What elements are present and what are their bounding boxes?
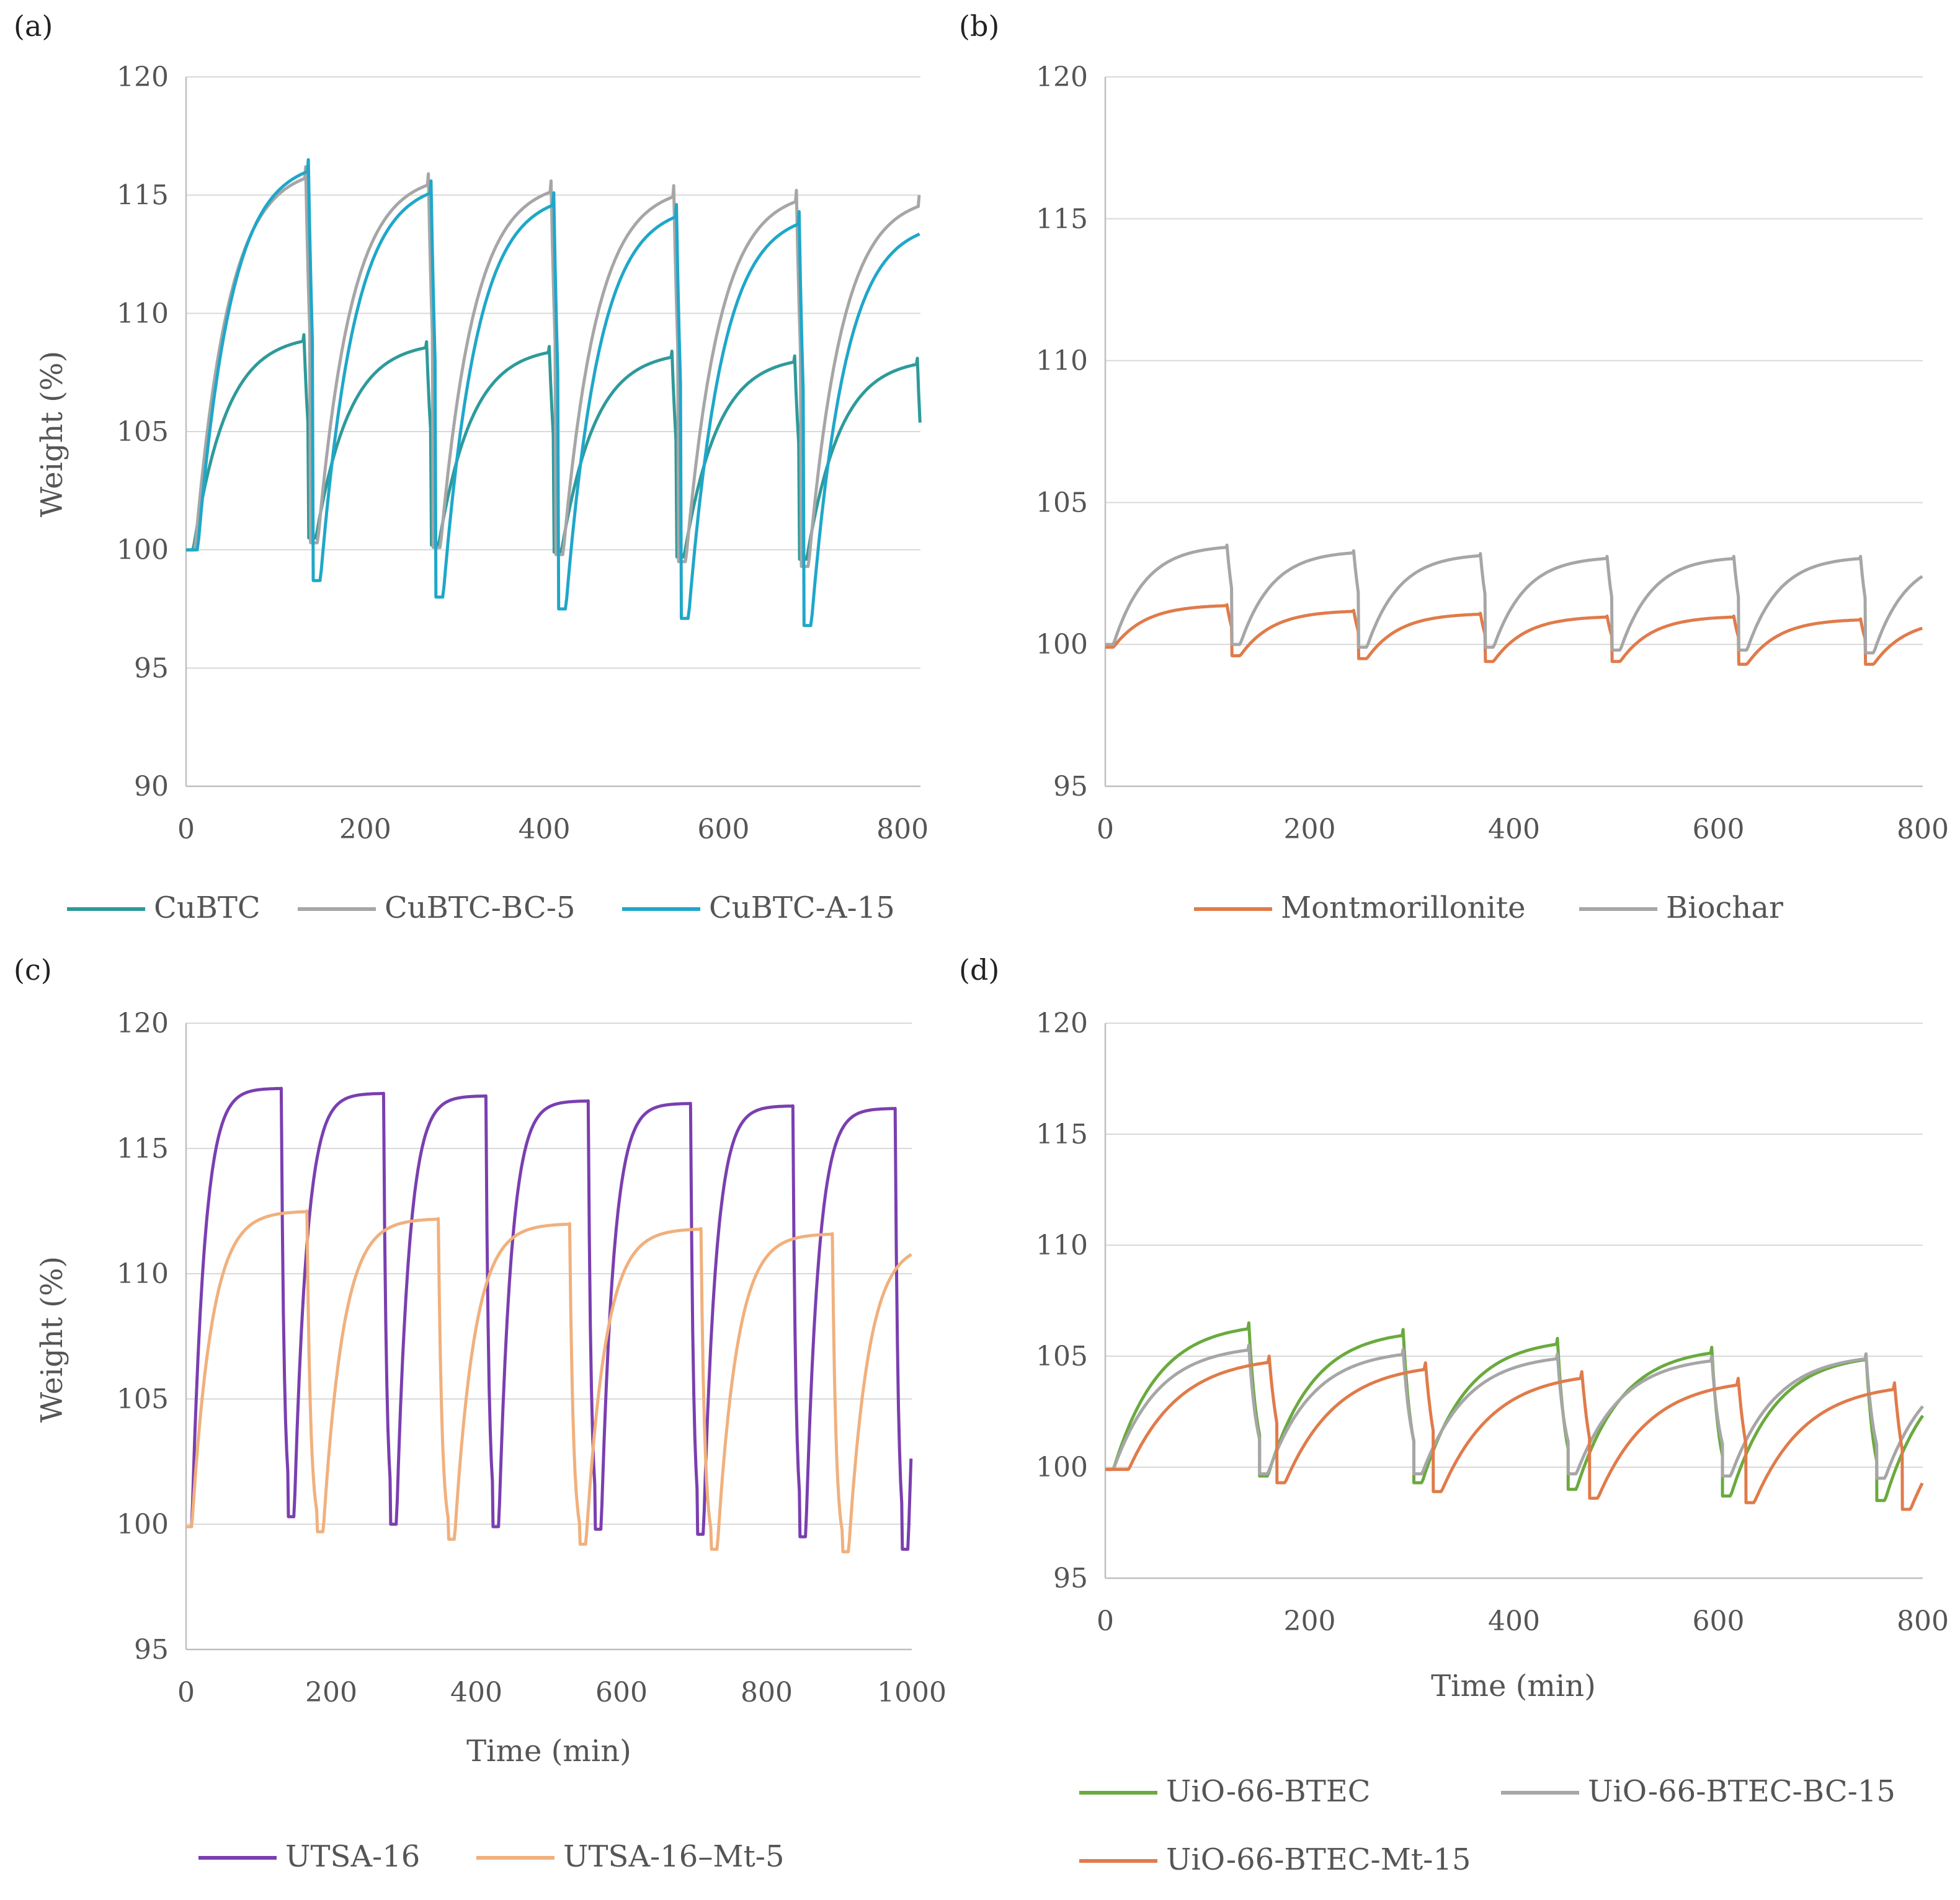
y-tick-label: 110 <box>1036 345 1088 377</box>
legend-label: Biochar <box>1666 890 1783 925</box>
y-tick-label: 105 <box>117 1383 169 1415</box>
y-tick-label: 95 <box>1053 1563 1088 1594</box>
x-tick-label: 0 <box>1097 814 1114 845</box>
y-tick-label: 115 <box>1036 203 1088 235</box>
series-line-montmorillonite <box>1105 603 1923 666</box>
legend-item: UTSA-16 <box>198 1839 420 1874</box>
series-line-uio-66-btec-mt-15 <box>1105 1354 1924 1511</box>
series-line-uio-66-btec-bc-15 <box>1105 1343 1924 1480</box>
x-tick-label: 0 <box>177 1677 195 1708</box>
legend-label: UTSA-16 <box>285 1839 420 1874</box>
y-tick-label: 110 <box>117 1258 169 1290</box>
y-tick-label: 115 <box>117 180 169 211</box>
legend-label: CuBTC-BC-5 <box>385 890 576 925</box>
x-tick-label: 0 <box>177 814 195 845</box>
x-axis-title: Time (min) <box>1431 1669 1596 1703</box>
y-tick-label: 120 <box>117 61 169 93</box>
x-tick-label: 1000 <box>877 1677 947 1708</box>
panel-label: (b) <box>959 9 999 43</box>
x-tick-label: 800 <box>1897 814 1949 845</box>
series-line-uio-66-btec <box>1105 1321 1925 1503</box>
y-tick-label: 120 <box>117 1008 169 1039</box>
legend-item: CuBTC-A-15 <box>622 890 895 925</box>
x-tick-label: 600 <box>697 814 749 845</box>
x-axis-title: Time (min) <box>466 1734 631 1769</box>
panel-label: (d) <box>959 953 999 987</box>
y-tick-label: 100 <box>117 535 169 566</box>
y-tick-label: 120 <box>1036 61 1088 93</box>
x-tick-label: 200 <box>1284 1605 1336 1637</box>
x-tick-label: 800 <box>1897 1605 1949 1637</box>
legend-item: UTSA-16–Mt-5 <box>476 1839 785 1874</box>
series-line-biochar <box>1105 543 1923 655</box>
legend-label: Montmorillonite <box>1281 890 1526 925</box>
y-tick-label: 95 <box>134 1634 169 1666</box>
legend-item: UiO-66-BTEC-Mt-15 <box>1079 1842 1471 1877</box>
series-line-cubtc-a-15 <box>186 158 920 628</box>
x-tick-label: 200 <box>1284 814 1336 845</box>
series-line-cubtc <box>186 333 922 561</box>
y-tick-label: 105 <box>1036 487 1088 518</box>
x-tick-label: 200 <box>305 1677 357 1708</box>
legend-label: UiO-66-BTEC <box>1166 1774 1370 1809</box>
y-tick-label: 110 <box>117 298 169 329</box>
chart-panel-b: (b) 95 100 105 110 115 120 0 200 400 600 800 Montmor… <box>959 9 1949 925</box>
x-tick-label: 400 <box>519 814 571 845</box>
chart-panel-d: (d) 95 100 105 110 115 120 0 200 400 600 800 Time (m… <box>959 953 1949 1877</box>
legend-label: UiO-66-BTEC-BC-15 <box>1588 1774 1895 1809</box>
y-tick-label: 105 <box>1036 1341 1088 1372</box>
series-line-utsa-16 <box>186 1086 913 1551</box>
x-tick-label: 600 <box>1693 814 1745 845</box>
legend-item: Biochar <box>1579 890 1783 925</box>
legend-item: UiO-66-BTEC-BC-15 <box>1501 1774 1895 1809</box>
x-tick-label: 400 <box>1488 1605 1540 1637</box>
x-tick-label: 200 <box>339 814 391 845</box>
panel-label: (c) <box>14 953 52 987</box>
y-axis-title: Weight (%) <box>35 351 69 517</box>
y-tick-label: 95 <box>134 652 169 684</box>
legend-label: CuBTC-A-15 <box>709 890 895 925</box>
series-line-utsa-16-mt-5 <box>186 1209 912 1553</box>
chart-panel-c: (c) 95 100 105 110 115 120 0 200 400 600 800 1000 Wei… <box>14 953 947 1874</box>
x-tick-label: 600 <box>1693 1605 1745 1637</box>
panel-label: (a) <box>14 9 53 43</box>
x-tick-label: 800 <box>876 814 929 845</box>
legend-item: CuBTC <box>67 890 261 925</box>
y-tick-label: 120 <box>1036 1008 1088 1039</box>
x-tick-label: 400 <box>1488 814 1540 845</box>
y-tick-label: 100 <box>1036 629 1088 660</box>
y-tick-label: 115 <box>117 1133 169 1165</box>
y-tick-label: 100 <box>1036 1452 1088 1483</box>
x-tick-label: 400 <box>450 1677 502 1708</box>
legend-label: UiO-66-BTEC-Mt-15 <box>1166 1842 1471 1877</box>
legend-item: UiO-66-BTEC <box>1079 1774 1370 1809</box>
legend-item: Montmorillonite <box>1194 890 1526 925</box>
y-tick-label: 105 <box>117 416 169 448</box>
y-tick-label: 115 <box>1036 1119 1088 1150</box>
x-tick-label: 600 <box>595 1677 648 1708</box>
x-tick-label: 800 <box>741 1677 793 1708</box>
y-tick-label: 100 <box>117 1509 169 1540</box>
chart-panel-a: (a) 90 95 100 105 110 115 120 0 200 400 600 800 Weigh… <box>14 9 929 925</box>
y-tick-label: 90 <box>134 771 169 802</box>
y-axis-title: Weight (%) <box>35 1256 69 1423</box>
x-tick-label: 0 <box>1097 1605 1114 1637</box>
legend-item: CuBTC-BC-5 <box>298 890 576 925</box>
legend-label: CuBTC <box>154 890 261 925</box>
y-tick-label: 95 <box>1053 771 1088 802</box>
y-tick-label: 110 <box>1036 1230 1088 1261</box>
legend-label: UTSA-16–Mt-5 <box>563 1839 785 1874</box>
